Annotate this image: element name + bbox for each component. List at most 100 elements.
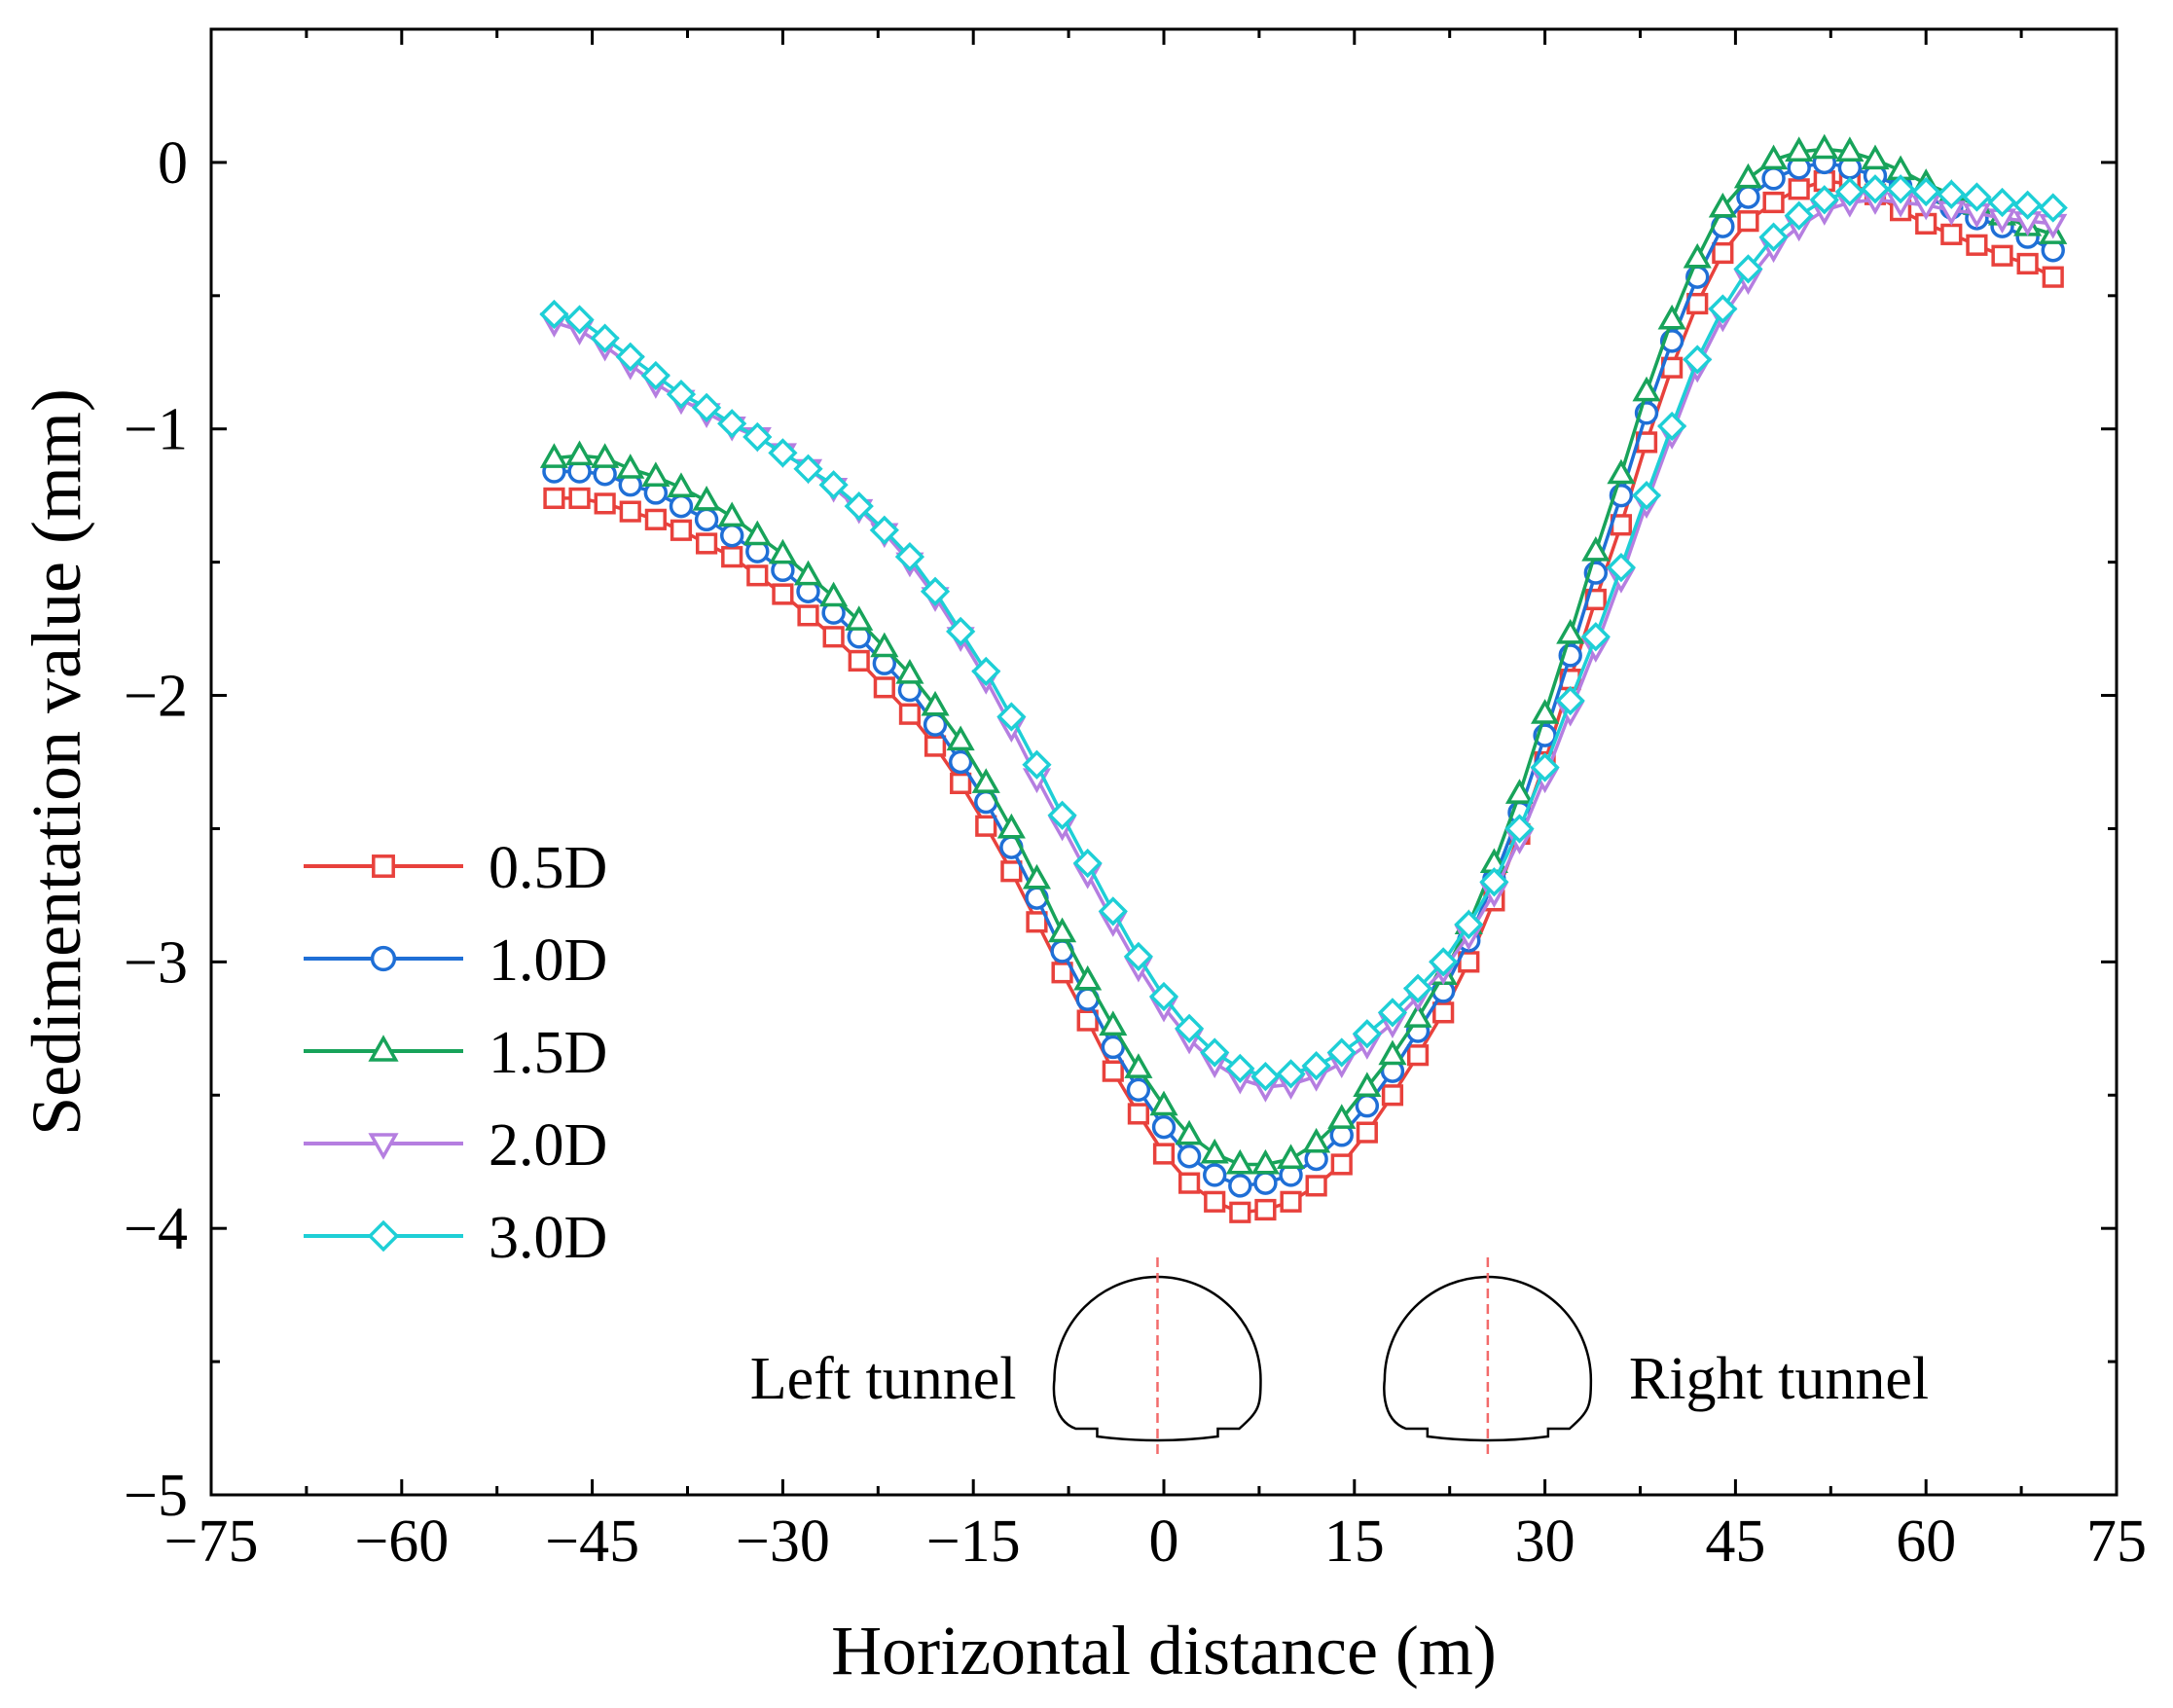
data-point-0-5d <box>1406 1044 1430 1067</box>
data-point-0-5d <box>1305 1175 1327 1197</box>
data-point-1-5d <box>1708 192 1737 218</box>
y-tick-label: −3 <box>124 929 188 996</box>
data-point-1-0d <box>948 749 973 775</box>
data-point-3-0d <box>1834 176 1865 207</box>
data-point-3-0d <box>1733 254 1763 284</box>
tunnel-outline <box>1383 1275 1593 1442</box>
data-point-3-0d <box>1606 552 1637 583</box>
data-point-3-0d <box>539 299 569 330</box>
x-tick-label: 0 <box>1149 1508 1179 1575</box>
legend-label: 0.5D <box>489 835 607 901</box>
y-tick-label: 0 <box>158 130 188 197</box>
tunnel-annotations: Left tunnel Right tunnel <box>750 1257 1929 1460</box>
data-point-3-0d <box>1657 411 1687 442</box>
data-point-0-5d <box>568 487 591 510</box>
data-point-3-0d <box>1962 182 1992 212</box>
series-3-0d <box>539 174 2068 1092</box>
ticks-layer: −75 −60 −45 −30 −15 0 15 30 45 60 75 −5 −4 −3 −2 −1 0 <box>124 27 2147 1575</box>
data-point-0-5d <box>1737 210 1759 233</box>
data-point-0-5d <box>1076 1009 1099 1032</box>
data-point-3-0d <box>1860 174 1891 204</box>
legend-marker <box>372 854 395 878</box>
data-point-1-5d <box>1022 863 1052 890</box>
data-point-0-5d <box>822 626 845 648</box>
data-point-1-5d <box>1759 144 1789 170</box>
data-point-1-5d <box>1327 1104 1357 1129</box>
series-layer <box>539 133 2068 1223</box>
data-point-3-0d <box>894 542 925 572</box>
tunnel-left: Left tunnel <box>750 1257 1262 1460</box>
data-point-1-5d <box>1861 144 1890 170</box>
data-point-1-0d <box>694 507 719 532</box>
x-tick-label: −45 <box>545 1508 639 1575</box>
tunnel-label: Right tunnel <box>1629 1346 1929 1412</box>
data-point-1-5d <box>971 768 1000 793</box>
legend-marker <box>367 1219 400 1253</box>
tunnel-outline <box>1052 1275 1262 1442</box>
data-point-1-5d <box>845 605 874 631</box>
data-point-3-0d <box>717 409 747 439</box>
data-point-1-5d <box>591 443 620 468</box>
data-point-1-5d <box>1810 133 1839 160</box>
data-point-0-5d <box>1280 1190 1302 1213</box>
data-point-0-5d <box>1152 1143 1176 1165</box>
data-point-0-5d <box>1432 1001 1455 1024</box>
data-point-1-5d <box>946 725 975 751</box>
data-point-1-5d <box>1403 1002 1432 1028</box>
data-point-3-0d <box>1377 998 1408 1028</box>
data-point-0-5d <box>1788 178 1810 200</box>
data-point-1-5d <box>742 520 772 546</box>
legend-item-1-5d: 1.5D <box>304 1020 607 1086</box>
y-tick-label: −1 <box>124 397 188 463</box>
data-point-3-0d <box>1809 185 1839 215</box>
data-point-0-5d <box>1178 1172 1201 1194</box>
data-point-1-5d <box>692 486 721 511</box>
data-point-3-0d <box>1580 622 1611 652</box>
data-point-3-0d <box>768 438 798 468</box>
data-point-1-5d <box>1225 1148 1254 1175</box>
data-point-3-0d <box>793 454 823 484</box>
data-point-0-5d <box>2016 252 2039 275</box>
data-point-0-5d <box>1127 1103 1149 1125</box>
data-point-1-5d <box>996 813 1026 839</box>
data-point-1-5d <box>1099 1010 1128 1036</box>
legend-label: 2.0D <box>489 1112 607 1179</box>
data-point-3-0d <box>1683 345 1713 375</box>
data-point-3-0d <box>1784 200 1814 231</box>
data-point-1-5d <box>1276 1144 1306 1169</box>
data-point-0-5d <box>1940 223 1963 245</box>
data-point-0-5d <box>1991 244 2013 267</box>
data-point-1-5d <box>1835 136 1865 162</box>
data-point-1-0d <box>1253 1171 1278 1195</box>
data-point-1-5d <box>1200 1138 1229 1164</box>
data-point-1-5d <box>1733 163 1763 189</box>
data-point-3-0d <box>640 360 670 391</box>
data-point-1-0d <box>1228 1174 1252 1198</box>
data-point-3-0d <box>1429 947 1459 977</box>
data-point-0-5d <box>1762 191 1785 214</box>
data-point-3-0d <box>2012 190 2043 220</box>
data-point-1-5d <box>1632 376 1661 402</box>
legend-item-0-5d: 0.5D <box>304 835 607 901</box>
data-point-3-0d <box>590 323 620 353</box>
data-point-3-0d <box>666 380 697 410</box>
data-point-0-5d <box>950 772 972 795</box>
data-point-1-5d <box>921 690 950 716</box>
data-point-1-5d <box>1124 1053 1153 1078</box>
data-point-3-0d <box>742 421 773 453</box>
data-point-1-5d <box>1048 917 1077 943</box>
data-point-3-0d <box>1758 222 1789 252</box>
x-tick-label: −75 <box>164 1508 259 1575</box>
data-point-0-5d <box>873 676 895 699</box>
data-point-3-0d <box>1225 1053 1255 1084</box>
data-point-3-0d <box>818 470 849 500</box>
data-point-3-0d <box>691 392 722 422</box>
data-point-3-0d <box>996 702 1027 732</box>
tunnel-right: Right tunnel <box>1383 1257 1929 1460</box>
data-point-1-5d <box>1785 136 1814 162</box>
data-point-3-0d <box>1047 800 1077 830</box>
data-point-3-0d <box>1555 685 1585 716</box>
data-point-1-5d <box>1556 618 1585 644</box>
data-point-3-0d <box>1402 973 1433 1003</box>
data-point-1-5d <box>1175 1119 1204 1145</box>
